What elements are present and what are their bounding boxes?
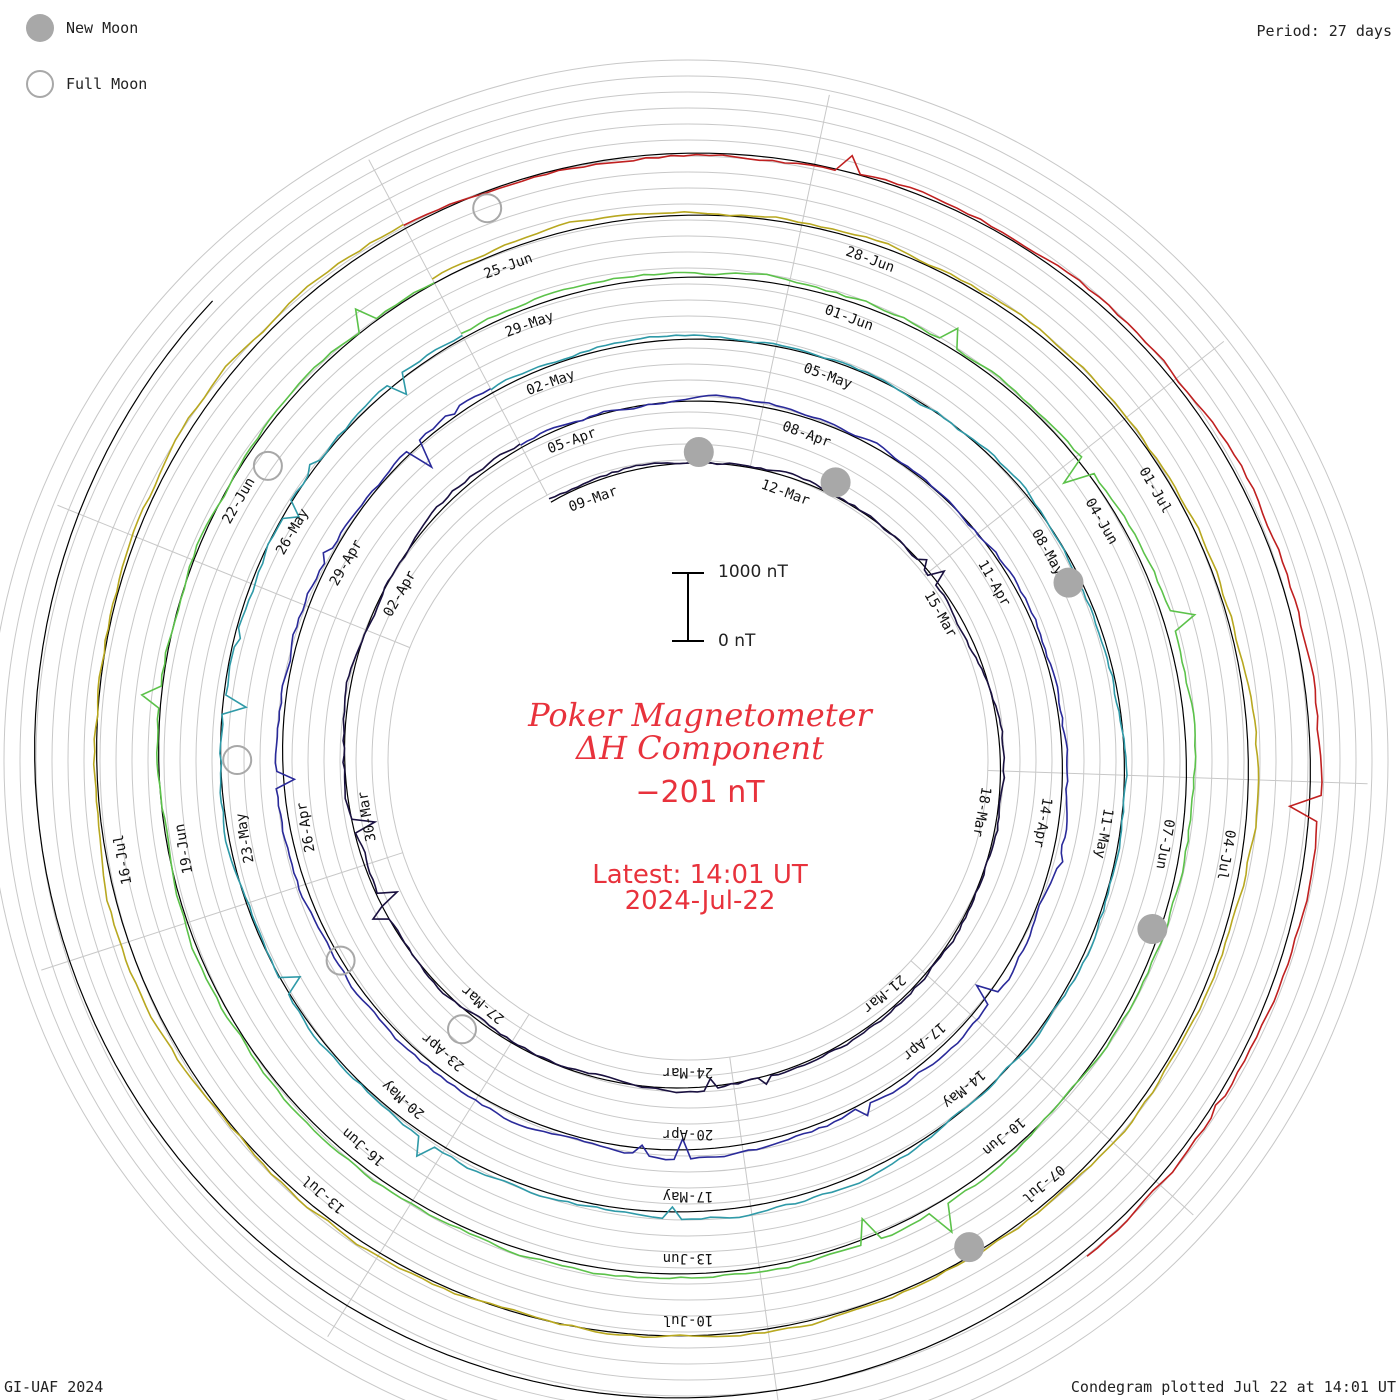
date-tick-label: 23-May [233, 812, 258, 865]
latest-time: Latest: 14:01 UT [592, 860, 808, 890]
new-moon-marker [820, 467, 851, 498]
current-value: −201 nT [635, 775, 765, 810]
grid-spoke [41, 852, 403, 971]
grid-ring [99, 171, 1277, 1349]
new-moon-marker [1053, 567, 1084, 598]
grid-ring [67, 139, 1309, 1381]
date-tick-label: 10-Jun [979, 1114, 1028, 1159]
date-tick-label: 24-Mar [663, 1064, 714, 1080]
new-moon-marker [1137, 914, 1168, 944]
new-moon-marker [683, 437, 714, 467]
date-tick-label: 29-May [503, 308, 556, 340]
series-trace-3 [219, 334, 1128, 1221]
date-tick-label: 26-May [273, 506, 312, 558]
grid-ring [259, 331, 1117, 1189]
grid-ring [51, 123, 1325, 1397]
date-tick-label: 07-Jul [1019, 1161, 1068, 1206]
grid-ring [19, 91, 1357, 1400]
grid-ring [131, 203, 1245, 1317]
grid-spoke [910, 960, 1194, 1216]
date-tick-label: 17-May [663, 1188, 714, 1204]
date-tick-label: 05-May [801, 360, 854, 392]
baseline-spiral [34, 152, 1311, 1399]
legend-new-moon-label: New Moon [66, 19, 139, 37]
date-tick-label: 20-May [379, 1077, 428, 1122]
grid-ring [243, 315, 1133, 1205]
grid-ring [147, 219, 1229, 1301]
latest-date: 2024-Jul-22 [624, 886, 776, 916]
date-tick-label: 13-Jun [663, 1250, 714, 1266]
series-trace-5 [92, 210, 1260, 1339]
date-tick-label: 20-Apr [663, 1126, 714, 1142]
grid-ring [323, 395, 1053, 1125]
date-tick-label: 28-Jun [844, 244, 897, 276]
legend-new-moon: New Moon [26, 14, 138, 42]
grid-ring [3, 75, 1373, 1400]
plotted-label: Condegram plotted Jul 22 at 14:01 UT [1070, 1378, 1396, 1396]
date-tick-label: 02-Apr [380, 568, 419, 620]
date-tick-label: 14-May [939, 1066, 988, 1111]
scale-top-label: 1000 nT [718, 562, 788, 582]
date-tick-label: 10-Jul [663, 1312, 714, 1328]
credit-label: GI-UAF 2024 [4, 1378, 104, 1396]
full-moon-icon [26, 70, 54, 98]
grid-ring [0, 59, 1389, 1400]
full-moon-marker [472, 193, 503, 224]
series-trace-6 [403, 153, 1323, 1257]
full-moon-marker [222, 745, 253, 775]
series-trace-2 [274, 388, 1069, 1161]
grid-spoke [327, 1014, 530, 1337]
grid-spoke [368, 159, 548, 496]
period-label: Period: 27 days [1256, 22, 1392, 40]
grid-ring [211, 283, 1165, 1237]
grid-ring [291, 363, 1085, 1157]
grid-ring [195, 267, 1181, 1253]
date-tick-label: 16-Jun [339, 1124, 388, 1169]
grid-ring [227, 299, 1149, 1221]
date-tick-label: 29-Apr [327, 537, 366, 589]
date-tick-label: 25-Jun [482, 250, 535, 282]
grid-ring [115, 187, 1261, 1333]
scale-bottom-label: 0 nT [718, 631, 756, 651]
new-moon-marker [954, 1232, 985, 1263]
date-tick-label: 05-Apr [545, 425, 598, 457]
full-moon-marker [252, 450, 283, 481]
grid-ring [35, 107, 1341, 1400]
grid-ring [339, 411, 1037, 1109]
chart-title: Poker Magnetometer [528, 696, 872, 734]
legend-full-moon-label: Full Moon [66, 75, 148, 93]
date-tick-label: 23-Apr [419, 1029, 468, 1074]
grid-ring [307, 379, 1069, 1141]
legend-full-moon: Full Moon [26, 70, 147, 98]
date-tick-label: 08-Apr [780, 418, 833, 450]
full-moon-marker [325, 945, 356, 976]
series-trace-1 [342, 443, 1006, 1094]
chart-subtitle: ΔH Component [575, 729, 825, 767]
series-trace-4 [140, 271, 1197, 1280]
full-moon-marker [447, 1014, 477, 1045]
grid-ring [163, 235, 1213, 1285]
date-tick-label: 11-May [1091, 807, 1116, 860]
new-moon-icon [26, 14, 54, 42]
grid-spoke [924, 340, 1225, 576]
grid-spoke [57, 504, 411, 649]
grid-spoke [729, 1057, 779, 1400]
date-tick-label: 01-Jul [1135, 464, 1174, 516]
grid-spoke [987, 769, 1368, 785]
date-tick-label: 12-Mar [759, 477, 812, 509]
